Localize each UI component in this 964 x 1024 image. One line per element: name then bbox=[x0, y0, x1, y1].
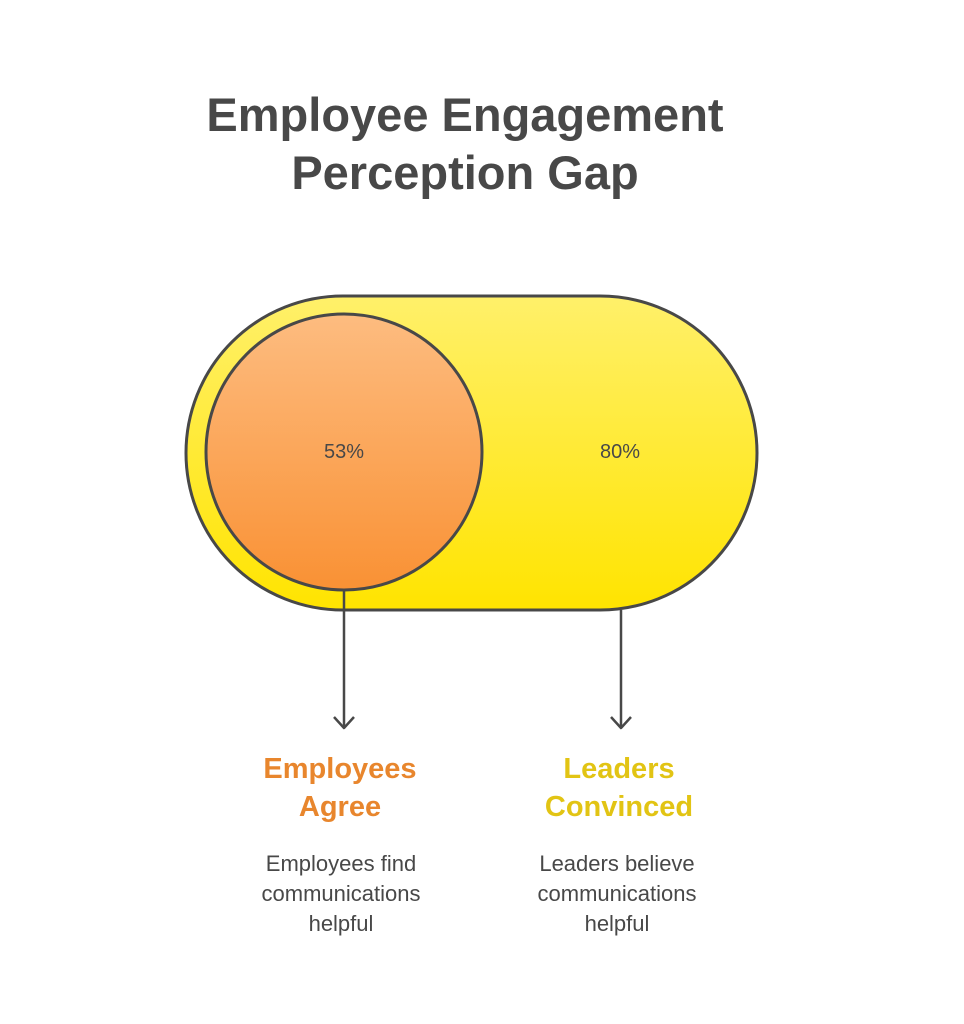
employees-desc-line-2: communications bbox=[261, 881, 421, 906]
employees-desc-line-1: Employees find bbox=[265, 851, 417, 876]
leaders-desc-line-2: communications bbox=[537, 881, 697, 906]
title-line-2: Perception Gap bbox=[291, 146, 639, 199]
employees-arrow bbox=[333, 590, 355, 730]
title-line-1: Employee Engagement bbox=[206, 88, 724, 141]
employees-desc-line-3: helpful bbox=[308, 911, 374, 936]
leaders-desc-line-3: helpful bbox=[584, 911, 650, 936]
leaders-value: 80% bbox=[599, 441, 641, 463]
leaders-arrow bbox=[610, 610, 632, 730]
diagram-title: Employee Engagement Perception Gap bbox=[0, 86, 930, 202]
leaders-description: Leaders believe communications helpful bbox=[497, 849, 737, 939]
leaders-heading-line-2: Convinced bbox=[544, 791, 694, 823]
employees-heading-line-1: Employees bbox=[263, 753, 417, 785]
employees-value: 53% bbox=[323, 441, 365, 463]
employees-heading-line-2: Agree bbox=[298, 791, 382, 823]
employees-heading: Employees Agree bbox=[210, 750, 470, 826]
leaders-desc-line-1: Leaders believe bbox=[539, 851, 695, 876]
leaders-heading: Leaders Convinced bbox=[489, 750, 749, 826]
leaders-heading-line-1: Leaders bbox=[563, 753, 675, 785]
employees-description: Employees find communications helpful bbox=[221, 849, 461, 939]
